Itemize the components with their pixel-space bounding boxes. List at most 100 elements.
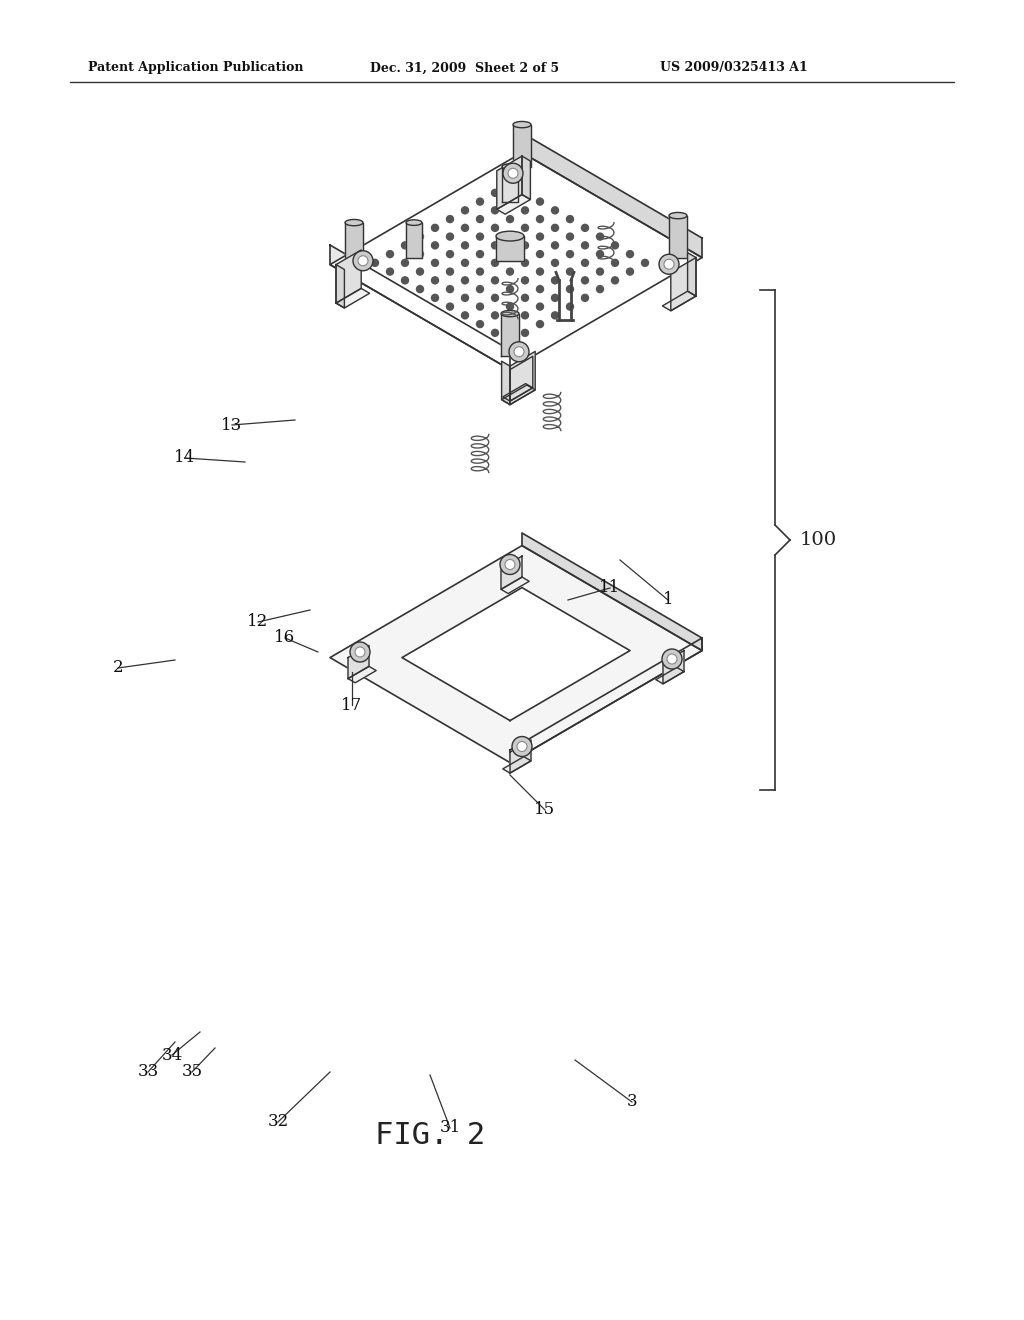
Text: 35: 35 bbox=[181, 1064, 203, 1081]
Circle shape bbox=[462, 224, 469, 231]
Polygon shape bbox=[522, 156, 530, 199]
Circle shape bbox=[611, 242, 618, 249]
Circle shape bbox=[552, 224, 558, 231]
Circle shape bbox=[492, 259, 499, 267]
Polygon shape bbox=[502, 385, 536, 405]
Circle shape bbox=[462, 259, 469, 267]
Circle shape bbox=[431, 259, 438, 267]
Circle shape bbox=[401, 277, 409, 284]
Circle shape bbox=[446, 215, 454, 223]
Polygon shape bbox=[663, 651, 684, 684]
Circle shape bbox=[507, 215, 513, 223]
Circle shape bbox=[537, 304, 544, 310]
Text: 11: 11 bbox=[599, 579, 621, 597]
Polygon shape bbox=[510, 351, 536, 405]
Text: 34: 34 bbox=[162, 1047, 182, 1064]
Polygon shape bbox=[510, 638, 702, 763]
Circle shape bbox=[662, 649, 682, 669]
Circle shape bbox=[372, 259, 379, 267]
Circle shape bbox=[552, 242, 558, 249]
Circle shape bbox=[462, 242, 469, 249]
Polygon shape bbox=[502, 362, 510, 405]
Circle shape bbox=[446, 285, 454, 293]
Circle shape bbox=[512, 737, 532, 756]
Circle shape bbox=[597, 268, 603, 275]
Polygon shape bbox=[406, 223, 422, 257]
Circle shape bbox=[431, 294, 438, 301]
Text: 33: 33 bbox=[137, 1064, 159, 1081]
Circle shape bbox=[492, 207, 499, 214]
Polygon shape bbox=[501, 556, 522, 589]
Ellipse shape bbox=[502, 164, 518, 169]
Circle shape bbox=[537, 268, 544, 275]
Polygon shape bbox=[687, 252, 696, 296]
Circle shape bbox=[476, 215, 483, 223]
Circle shape bbox=[611, 259, 618, 267]
Text: FIG. 2: FIG. 2 bbox=[375, 1121, 485, 1150]
Polygon shape bbox=[496, 236, 524, 261]
Polygon shape bbox=[510, 356, 532, 401]
Circle shape bbox=[507, 268, 513, 275]
Polygon shape bbox=[671, 257, 696, 310]
Circle shape bbox=[514, 347, 524, 356]
Circle shape bbox=[507, 234, 513, 240]
Circle shape bbox=[552, 259, 558, 267]
Circle shape bbox=[659, 255, 679, 275]
Circle shape bbox=[537, 251, 544, 257]
Text: 14: 14 bbox=[174, 450, 196, 466]
Text: 15: 15 bbox=[535, 801, 556, 818]
Circle shape bbox=[386, 251, 393, 257]
Circle shape bbox=[401, 259, 409, 267]
Circle shape bbox=[521, 277, 528, 284]
Polygon shape bbox=[336, 288, 370, 308]
Circle shape bbox=[462, 277, 469, 284]
Circle shape bbox=[353, 251, 373, 271]
Circle shape bbox=[431, 242, 438, 249]
Polygon shape bbox=[522, 133, 702, 257]
Circle shape bbox=[582, 259, 589, 267]
Text: 12: 12 bbox=[248, 614, 268, 631]
Circle shape bbox=[476, 321, 483, 327]
Polygon shape bbox=[503, 384, 532, 401]
Polygon shape bbox=[497, 156, 522, 210]
Circle shape bbox=[500, 554, 520, 574]
Circle shape bbox=[537, 198, 544, 205]
Circle shape bbox=[537, 215, 544, 223]
Circle shape bbox=[476, 285, 483, 293]
Circle shape bbox=[476, 268, 483, 275]
Circle shape bbox=[507, 181, 513, 187]
Text: 3: 3 bbox=[627, 1093, 637, 1110]
Circle shape bbox=[507, 251, 513, 257]
Text: 2: 2 bbox=[113, 660, 123, 676]
Circle shape bbox=[627, 268, 634, 275]
Circle shape bbox=[417, 234, 424, 240]
Polygon shape bbox=[345, 223, 362, 264]
Circle shape bbox=[462, 207, 469, 214]
Circle shape bbox=[521, 207, 528, 214]
Text: Patent Application Publication: Patent Application Publication bbox=[88, 62, 303, 74]
Polygon shape bbox=[348, 667, 376, 682]
Circle shape bbox=[417, 268, 424, 275]
Polygon shape bbox=[522, 533, 702, 651]
Circle shape bbox=[521, 330, 528, 337]
Circle shape bbox=[611, 277, 618, 284]
Circle shape bbox=[476, 304, 483, 310]
Polygon shape bbox=[497, 194, 530, 214]
Circle shape bbox=[476, 234, 483, 240]
Circle shape bbox=[358, 256, 368, 265]
Polygon shape bbox=[502, 166, 518, 202]
Circle shape bbox=[566, 285, 573, 293]
Circle shape bbox=[664, 259, 674, 269]
Circle shape bbox=[431, 277, 438, 284]
Circle shape bbox=[446, 234, 454, 240]
Circle shape bbox=[566, 304, 573, 310]
Circle shape bbox=[641, 259, 648, 267]
Polygon shape bbox=[663, 292, 696, 310]
Text: Dec. 31, 2009  Sheet 2 of 5: Dec. 31, 2009 Sheet 2 of 5 bbox=[370, 62, 559, 74]
Text: US 2009/0325413 A1: US 2009/0325413 A1 bbox=[660, 62, 808, 74]
Circle shape bbox=[350, 642, 370, 663]
Circle shape bbox=[462, 294, 469, 301]
Circle shape bbox=[521, 224, 528, 231]
Polygon shape bbox=[669, 215, 687, 257]
Circle shape bbox=[566, 251, 573, 257]
